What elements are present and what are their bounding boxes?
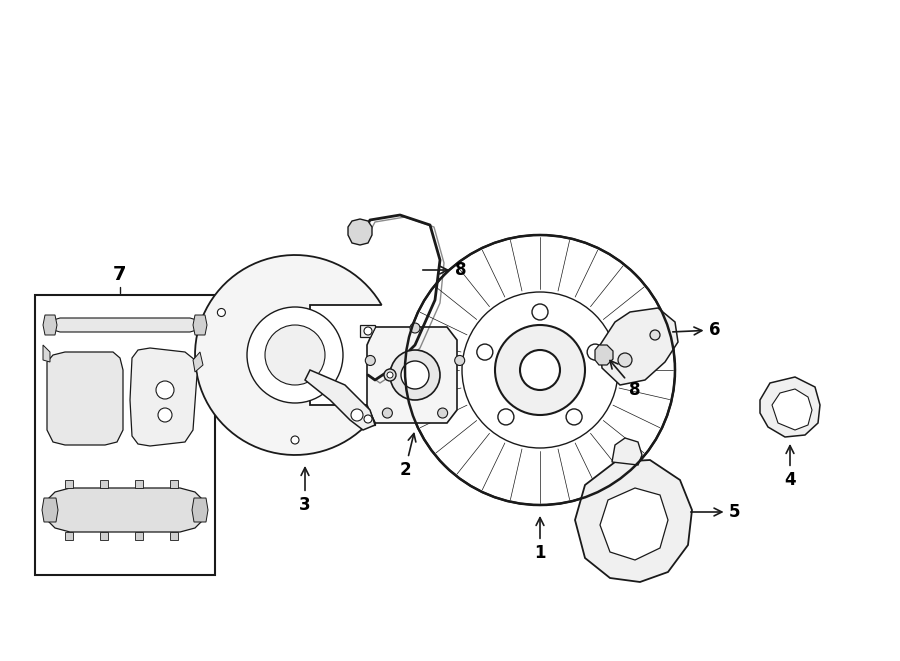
Polygon shape (360, 325, 375, 337)
Polygon shape (43, 345, 50, 362)
Polygon shape (47, 488, 203, 532)
Polygon shape (43, 315, 57, 335)
Polygon shape (193, 352, 203, 372)
Text: 3: 3 (299, 467, 310, 514)
Polygon shape (760, 377, 820, 437)
Text: 6: 6 (673, 321, 721, 339)
Polygon shape (360, 413, 375, 425)
Polygon shape (65, 480, 73, 488)
Circle shape (158, 408, 172, 422)
Circle shape (477, 344, 493, 360)
Text: 7: 7 (113, 266, 127, 284)
Polygon shape (100, 532, 108, 540)
Polygon shape (612, 438, 642, 465)
Polygon shape (595, 345, 613, 365)
Circle shape (390, 350, 440, 400)
Polygon shape (195, 255, 382, 455)
Circle shape (495, 325, 585, 415)
Circle shape (364, 327, 372, 335)
Circle shape (410, 323, 420, 333)
Polygon shape (348, 219, 372, 245)
Text: 4: 4 (784, 446, 796, 489)
Circle shape (382, 408, 392, 418)
Circle shape (618, 353, 632, 367)
Polygon shape (135, 480, 143, 488)
Circle shape (520, 350, 560, 390)
Circle shape (405, 235, 675, 505)
Polygon shape (170, 532, 178, 540)
Circle shape (291, 436, 299, 444)
Polygon shape (47, 352, 123, 445)
Circle shape (351, 409, 363, 421)
Polygon shape (600, 308, 678, 385)
Polygon shape (600, 488, 668, 560)
Polygon shape (65, 532, 73, 540)
Circle shape (265, 325, 325, 385)
Circle shape (650, 330, 660, 340)
Text: 8: 8 (610, 360, 641, 399)
Circle shape (532, 304, 548, 320)
Circle shape (218, 309, 225, 317)
Polygon shape (50, 318, 200, 332)
Text: 1: 1 (535, 518, 545, 562)
Polygon shape (170, 480, 178, 488)
Polygon shape (367, 327, 457, 423)
Polygon shape (192, 498, 208, 522)
Polygon shape (135, 532, 143, 540)
Polygon shape (193, 315, 207, 335)
Text: 8: 8 (423, 261, 466, 279)
Circle shape (156, 381, 174, 399)
Circle shape (587, 344, 603, 360)
Bar (35, 295, 215, 575)
Polygon shape (575, 460, 692, 582)
Text: 5: 5 (691, 503, 741, 521)
Polygon shape (772, 389, 812, 430)
Polygon shape (100, 480, 108, 488)
Circle shape (387, 372, 393, 378)
Text: 2: 2 (400, 434, 416, 479)
Circle shape (364, 415, 372, 423)
Circle shape (462, 292, 618, 448)
Circle shape (384, 369, 396, 381)
Circle shape (498, 409, 514, 425)
Circle shape (365, 356, 375, 366)
Circle shape (566, 409, 582, 425)
Polygon shape (42, 498, 58, 522)
Circle shape (247, 307, 343, 403)
Polygon shape (305, 370, 375, 430)
Circle shape (437, 408, 447, 418)
Circle shape (454, 356, 464, 366)
Polygon shape (130, 348, 197, 446)
Circle shape (401, 361, 429, 389)
